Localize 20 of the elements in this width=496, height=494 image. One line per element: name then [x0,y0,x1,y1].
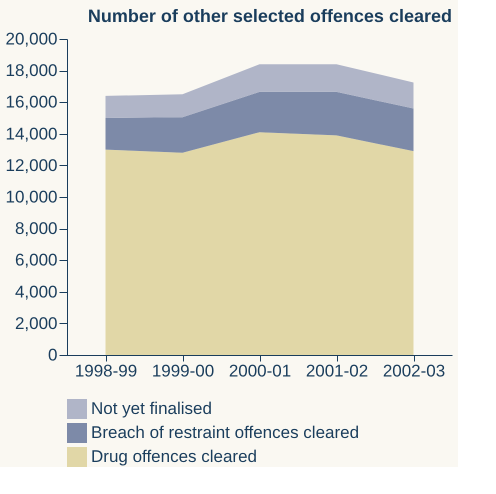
x-tick-label: 2000-01 [228,362,292,380]
y-tick-label: 20,000 [6,30,58,48]
y-tick-label: 18,000 [6,61,58,80]
legend-label: Drug offences cleared [91,447,258,466]
y-tick-label: 6,000 [14,250,58,270]
x-tick-label: 1999-00 [152,362,214,380]
y-tick-label: 2,000 [14,314,58,333]
legend-label: Not yet finalised [91,399,212,418]
y-tick-label: 14,000 [6,124,58,144]
y-tick-label: 10,000 [6,188,58,206]
y-tick-label: 12,000 [6,156,58,175]
y-tick-label: 0 [48,346,58,364]
y-tick-label: 4,000 [14,282,58,302]
y-tick-label: 8,000 [14,219,58,238]
x-tick-label: 2001-02 [306,362,368,380]
y-tick-label: 16,000 [6,92,58,112]
x-tick-label: 1998-99 [74,362,138,380]
chart-title: Number of other selected offences cleared [88,6,452,26]
x-tick-label: 2002-03 [382,362,446,380]
legend-label: Breach of restraint offences cleared [91,423,360,442]
